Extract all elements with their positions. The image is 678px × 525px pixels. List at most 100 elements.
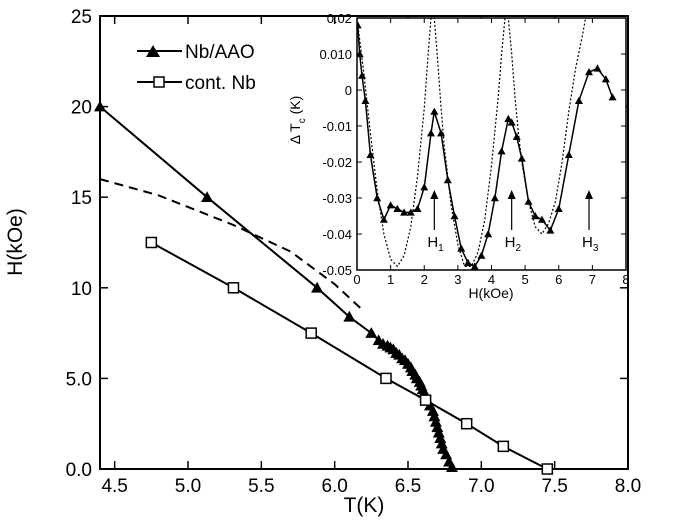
main-y-tick-label: 10 [71,279,92,300]
main-series-line-2 [99,178,365,313]
main-x-axis-label: T(K) [344,494,385,517]
inset-y-tick-label: -0.05 [322,263,352,278]
inset-x-tick-label: 2 [421,272,428,287]
main-x-tick-label: 6.5 [395,476,421,497]
inset-y-tick-label: 0.02 [327,11,352,26]
svg-text:Δ Tc (K): Δ Tc (K) [287,96,308,145]
inset-point [477,251,486,259]
legend-marker-nb-aao [146,45,160,57]
inset-point [608,93,617,101]
inset-point [463,258,472,266]
main-y-tick-label: 5.0 [66,369,92,390]
inset-point [574,96,583,104]
main-point-nb-aao [311,281,324,293]
main-point-cont-nb [460,417,473,430]
inset-point [393,204,402,212]
main-x-tick-label: 5.5 [248,476,274,497]
main-point-nb-aao [365,327,378,338]
main-point-nb-aao [428,410,441,422]
inset-point [585,68,594,76]
inset-plot: 0 1 2 3 4 5 6 7 8 0.02 0.010 0 -0.01 -0.02 -0.03 -0.04… [287,11,630,301]
inset-x-tick-label: 5 [522,272,529,287]
inset-y-tick-label: -0.02 [322,155,352,170]
main-point-cont-nb [541,463,554,475]
main-x-axis: 4.5 5.0 5.5 6.0 6.5 7.0 7.5 8.0 [101,16,641,497]
main-point-nb-aao [426,405,439,416]
main-y-tick-label: 20 [71,98,92,119]
main-point-cont-nb [497,440,510,453]
inset-point [490,194,499,202]
inset-y-axis-label: Δ Tc (K) [287,96,308,145]
inset-y-axis: 0.02 0.010 0 -0.01 -0.02 -0.03 -0.04 -0.05 [319,11,626,278]
legend-label-cont-nb: cont. Nb [185,73,256,94]
inset-point [507,118,516,126]
inset-point [470,262,479,270]
inset-point [593,64,602,72]
inset-point [517,154,526,162]
main-series-line-1 [150,241,548,470]
main-point-nb-aao [429,415,442,427]
main-series-layer [94,100,554,475]
legend-entry-cont-nb: cont. Nb [137,73,256,94]
main-point-cont-nb [145,236,158,249]
main-point-nb-aao [435,437,448,449]
inset-point [512,132,521,140]
annotation-arrow-head [585,190,594,199]
inset-point [413,204,422,212]
inset-point [366,150,375,158]
main-point-cont-nb [305,327,317,339]
annotation-arrow-head [430,190,439,199]
main-point-nb-aao [94,100,106,112]
inset-point [554,204,563,212]
legend-entry-nb-aao: Nb/AAO [137,42,255,63]
inset-point [450,212,459,220]
inset-y-tick-label: 0.010 [319,47,352,62]
inset-x-tick-label: 8 [622,272,629,287]
main-x-tick-label: 4.5 [101,476,127,497]
main-x-tick-label: 6.0 [321,476,347,497]
inset-point [386,201,395,209]
inset-point [601,75,610,83]
inset-point [537,215,546,223]
annotation-label-h1: H1 [427,234,444,254]
main-plot-frame [99,15,629,470]
inset-y-axis-label-main: Δ T [287,123,303,144]
inset-y-tick-label: -0.04 [322,227,352,242]
main-point-nb-aao [446,461,458,472]
legend-label-nb-aao: Nb/AAO [185,42,255,63]
inset-y-tick-label: -0.01 [322,119,352,134]
main-x-tick-label: 5.0 [175,476,201,497]
inset-point [457,244,466,252]
main-y-tick-label: 25 [71,7,92,28]
main-point-nb-aao [432,426,445,438]
inset-annotations: H1 H2 H3 [427,190,599,254]
inset-point [531,212,540,220]
main-point-cont-nb [227,282,240,294]
inset-point [564,150,573,158]
main-point-cont-nb [419,394,432,406]
main-y-tick-label: 0.0 [66,460,92,481]
inset-x-tick-label: 4 [488,272,495,287]
inset-series-line-1 [357,18,589,268]
inset-point [430,107,439,115]
inset-series-layer [357,18,617,270]
inset-point [497,147,506,155]
inset-point [504,114,513,122]
inset-x-tick-label: 1 [387,272,394,287]
annotation-arrow-head [507,190,516,199]
legend: Nb/AAO cont. Nb [137,42,256,94]
inset-point [484,230,493,238]
inset-y-axis-label-unit: (K) [287,96,303,119]
main-plot: 4.5 5.0 5.5 6.0 6.5 7.0 7.5 8.0 0.05.010152025 … [4,7,641,517]
annotation-label-h3: H3 [582,234,599,254]
inset-point [443,176,452,184]
main-point-nb-aao [431,421,444,433]
inset-x-axis-label: H(kOe) [468,285,513,301]
main-x-tick-label: 7.0 [468,476,494,497]
inset-point [437,129,446,137]
main-point-nb-aao [434,432,447,443]
main-x-tick-label: 8.0 [615,476,641,497]
annotation-label-h2: H2 [505,234,522,254]
